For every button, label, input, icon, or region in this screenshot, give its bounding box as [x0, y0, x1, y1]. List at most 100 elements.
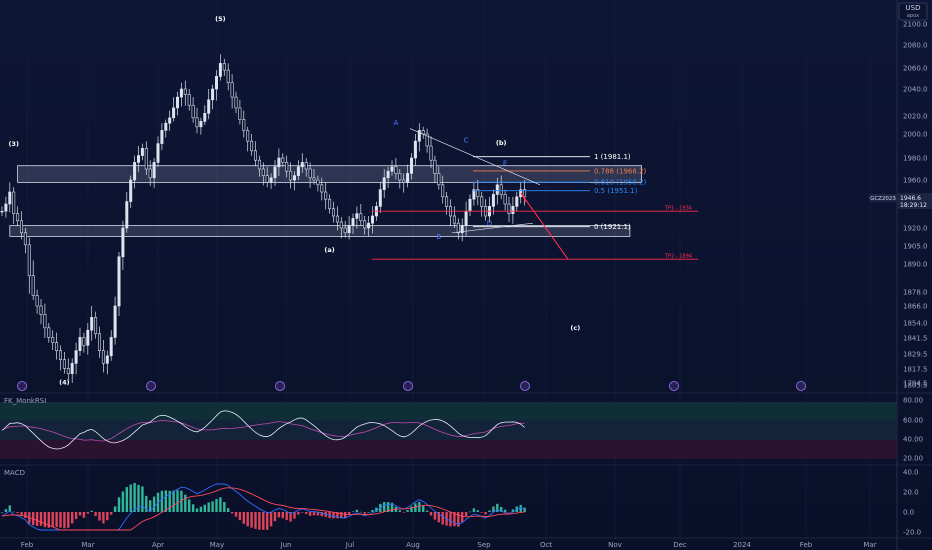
- macd-histogram-bar: [188, 499, 191, 512]
- candle-body: [195, 117, 199, 128]
- candle-body: [378, 189, 382, 207]
- event-marker: [403, 381, 413, 391]
- macd-histogram-bar: [129, 484, 132, 512]
- time-tick-label: Oct: [540, 541, 552, 549]
- macd-histogram-bar: [289, 512, 292, 522]
- price-tick-label: 1905.0: [903, 243, 928, 251]
- candle-body: [460, 225, 464, 234]
- macd-histogram-bar: [0, 512, 4, 513]
- candle-body: [74, 350, 78, 364]
- time-tick-label: Nov: [608, 541, 622, 549]
- macd-histogram-bar: [94, 512, 97, 517]
- macd-histogram-bar: [67, 512, 70, 528]
- candle-body: [82, 337, 86, 346]
- currency-label: USD: [906, 4, 921, 12]
- candle-body: [429, 145, 433, 161]
- candle-body: [351, 218, 355, 226]
- macd-tick-label: 20.0: [903, 489, 919, 497]
- candle-body: [242, 119, 246, 131]
- price-tick-label: 1890.0: [903, 261, 928, 269]
- candle-body: [187, 94, 191, 106]
- candle-body: [250, 140, 254, 152]
- candle-body: [499, 184, 503, 195]
- candle-body: [289, 170, 293, 181]
- candle-body: [129, 179, 133, 202]
- price-tick-label: 1878.0: [903, 289, 928, 297]
- macd-histogram-bar: [254, 512, 257, 529]
- rsi-mid-zone: [0, 420, 897, 440]
- candle-body: [452, 215, 456, 224]
- candle-body: [265, 175, 269, 183]
- fib-level-label: 0 (1921.1): [594, 223, 631, 231]
- time-tick-label: May: [210, 541, 224, 549]
- macd-histogram-bar: [8, 505, 11, 512]
- candle-body: [246, 130, 250, 142]
- macd-histogram-bar: [203, 504, 206, 512]
- price-tick-label: 2100.0: [903, 21, 928, 29]
- macd-histogram-bar: [164, 490, 167, 512]
- candle-body: [328, 198, 332, 210]
- macd-histogram-bar: [269, 512, 273, 527]
- price-tick-label: 1980.0: [903, 155, 928, 163]
- macd-histogram-bar: [82, 512, 86, 518]
- candle-body: [367, 222, 371, 229]
- rsi-tick-label: 40.00: [903, 436, 923, 444]
- macd-histogram-bar: [316, 512, 320, 516]
- candle-body: [234, 96, 238, 109]
- macd-histogram-bar: [199, 506, 203, 512]
- candle-body: [58, 350, 62, 360]
- macd-histogram-bar: [258, 512, 261, 530]
- macd-histogram-bar: [363, 512, 366, 514]
- price-candles: [0, 54, 527, 383]
- wave-label: E: [503, 160, 507, 168]
- candle-body: [66, 368, 70, 374]
- wave-label: (c): [570, 324, 580, 332]
- macd-histogram-bar: [195, 508, 199, 512]
- rsi-tick-label: 20.00: [903, 455, 923, 463]
- macd-histogram-bar: [141, 486, 144, 512]
- wave-label: D: [487, 220, 492, 228]
- candle-body: [62, 359, 66, 369]
- candle-body: [316, 179, 320, 186]
- candle-body: [421, 130, 425, 135]
- time-tick-label: Feb: [800, 541, 813, 549]
- triangle-upper-line: [409, 128, 541, 186]
- candle-body: [394, 166, 398, 174]
- time-tick-label: Jun: [280, 541, 292, 549]
- price-tick-label: 1960.0: [903, 177, 928, 185]
- macd-histogram-bar: [227, 508, 230, 512]
- wave-label: (5): [215, 15, 225, 23]
- macd-histogram-bar: [106, 512, 109, 521]
- candle-body: [238, 107, 242, 120]
- macd-histogram-bar: [117, 497, 121, 512]
- candle-body: [90, 317, 94, 331]
- candle-body: [507, 203, 511, 214]
- macd-histogram-bar: [28, 512, 31, 524]
- macd-histogram-bar: [425, 510, 429, 512]
- candle-body: [156, 143, 160, 163]
- macd-histogram-bar: [429, 512, 433, 516]
- candle-body: [55, 342, 59, 351]
- macd-histogram-bar: [16, 512, 19, 514]
- macd-histogram-bar: [211, 501, 214, 512]
- currency-selector[interactable]: USD арох: [898, 2, 928, 21]
- candle-body: [269, 177, 273, 183]
- event-marker: [146, 381, 156, 391]
- macd-histogram-bar: [371, 509, 374, 512]
- macd-histogram-bar: [39, 512, 43, 526]
- macd-histogram-bar: [51, 512, 54, 527]
- macd-histogram-bar: [113, 506, 117, 512]
- time-tick-label: Sep: [477, 541, 491, 549]
- event-marker: [275, 381, 285, 391]
- price-tick-label: 1920.0: [903, 225, 928, 233]
- candle-body: [300, 162, 304, 168]
- candle-body: [113, 305, 117, 338]
- candle-body: [94, 317, 98, 335]
- wave-label: (a): [324, 246, 334, 254]
- candle-body: [382, 177, 386, 190]
- macd-histogram-bar: [453, 512, 456, 527]
- macd-histogram-bar: [492, 506, 495, 512]
- macd-histogram-bar: [160, 490, 164, 512]
- candle-body: [347, 225, 351, 234]
- candle-body: [370, 215, 374, 224]
